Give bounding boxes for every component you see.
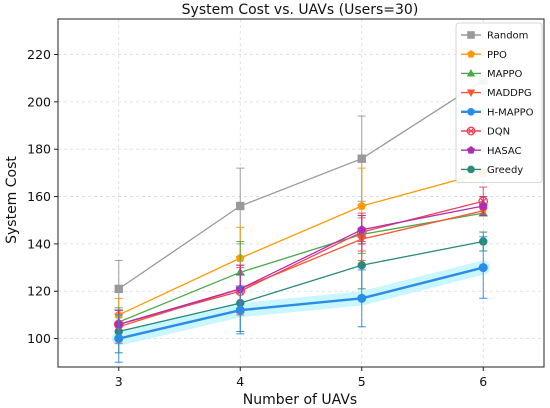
x-axis: 3 4 5 6	[115, 367, 487, 389]
data-point	[357, 201, 367, 210]
y-tick-label: 120	[27, 284, 51, 299]
legend-label: DQN	[487, 127, 510, 138]
series-h-mappo	[114, 236, 488, 363]
data-point	[235, 305, 245, 315]
legend-label: Random	[487, 31, 528, 42]
legend-label: H-MAPPO	[487, 107, 534, 118]
x-tick-label: 5	[358, 374, 366, 389]
y-tick-label: 200	[27, 94, 51, 109]
legend-label: HASAC	[487, 146, 522, 157]
data-point	[478, 201, 488, 210]
y-axis-label: System Cost	[4, 156, 20, 244]
data-point	[114, 284, 123, 294]
legend-swatch-marker	[467, 31, 475, 39]
plot-frame	[57, 18, 545, 368]
legend-box	[455, 22, 543, 184]
data-point	[236, 201, 245, 211]
legend-label: MAPPO	[487, 69, 523, 80]
legend-swatch-marker	[466, 69, 476, 77]
x-tick-label: 6	[479, 374, 487, 389]
legend-entry-h-mappo: H-MAPPO	[461, 107, 534, 118]
chart-title: System Cost vs. UAVs (Users=30)	[182, 2, 419, 18]
series-line	[118, 205, 484, 326]
legend-entry-random: Random	[461, 31, 528, 42]
y-tick-label: 180	[27, 142, 51, 157]
data-point	[478, 263, 488, 273]
legend-entry-ppo: PPO	[461, 50, 507, 61]
y-tick-label: 220	[27, 47, 51, 62]
x-axis-label: Number of UAVs	[243, 392, 357, 408]
series-line	[118, 212, 484, 323]
legend-label: PPO	[487, 50, 507, 61]
x-tick-label: 4	[236, 374, 244, 389]
legend-swatch-marker	[467, 146, 475, 154]
series-line	[118, 266, 484, 340]
y-tick-label: 140	[27, 236, 51, 251]
legend-swatch-marker	[466, 89, 476, 97]
legend-label: MADDPG	[487, 88, 532, 99]
series-line	[118, 200, 484, 326]
data-point	[357, 293, 367, 303]
y-tick-label: 160	[27, 189, 51, 204]
y-tick-label: 100	[27, 331, 51, 346]
legend-entry-dqn: DQN	[461, 126, 510, 138]
series-line	[118, 172, 484, 316]
x-tick-label: 3	[115, 374, 123, 389]
legend-label: Greedy	[487, 165, 523, 176]
legend-swatch-marker	[467, 50, 475, 58]
y-axis: 100 120 140 160 180 200 220	[27, 47, 58, 346]
legend-entry-hasac: HASAC	[461, 146, 522, 157]
legend-swatch-marker	[467, 108, 475, 116]
data-point	[114, 334, 124, 344]
legend: Random PPO MAPPO MADDPG H-MAPPO DQN HASAC Greed…	[455, 22, 543, 184]
legend-swatch-marker	[466, 126, 476, 136]
data-point	[357, 225, 367, 234]
legend-swatch-marker	[467, 165, 475, 174]
series-line	[118, 80, 484, 290]
legend-entry-mappo: MAPPO	[461, 69, 523, 80]
legend-swatch-marker-x	[467, 127, 475, 135]
legend-entry-maddpg: MADDPG	[461, 88, 532, 99]
data-point	[357, 261, 366, 270]
legend-entry-greedy: Greedy	[461, 165, 523, 176]
series-line	[118, 240, 484, 333]
data-point	[357, 154, 366, 163]
